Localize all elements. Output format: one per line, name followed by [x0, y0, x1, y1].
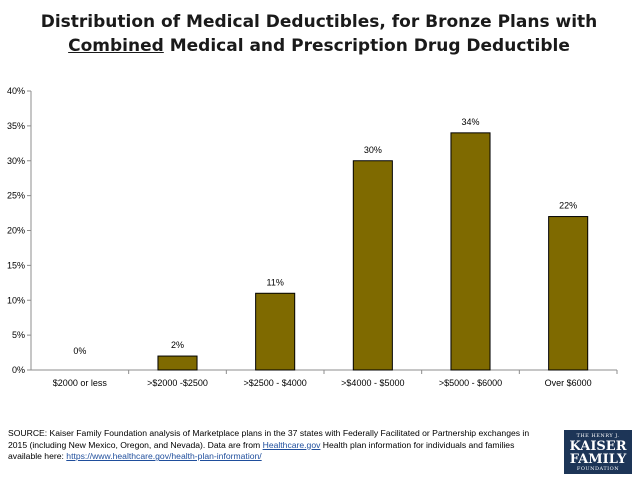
chart-title-underlined-word: Combined	[68, 36, 164, 56]
bar	[450, 132, 491, 371]
y-tick-label: 20%	[7, 226, 25, 236]
health-plan-info-link[interactable]: https://www.healthcare.gov/health-plan-i…	[66, 451, 262, 462]
x-tick-label: >$2500 - $4000	[244, 378, 307, 388]
data-label: 30%	[364, 145, 382, 155]
y-tick-label: 30%	[7, 156, 25, 166]
source-note: SOURCE: Kaiser Family Foundation analysi…	[8, 428, 548, 463]
data-label: 11%	[266, 277, 283, 287]
x-tick-label: >$4000 - $5000	[341, 378, 404, 388]
logo-line2a: KAISER	[569, 439, 627, 454]
logo-line2b: FAMILY	[569, 452, 627, 467]
data-label: 22%	[559, 201, 577, 211]
y-tick-label: 25%	[7, 191, 25, 201]
bar	[548, 216, 589, 371]
x-tick-label: $2000 or less	[53, 378, 108, 388]
source-text-1: SOURCE: Kaiser Family Foundation analysi…	[8, 428, 530, 450]
bar	[157, 355, 198, 371]
y-tick-label: 5%	[12, 330, 25, 340]
chart-title-line2-rest: Medical and Prescription Drug Deductible	[163, 36, 570, 56]
y-tick-label: 15%	[7, 260, 25, 270]
source-text-2: Health plan information for individuals …	[8, 439, 515, 462]
y-tick-label: 0%	[12, 365, 25, 375]
bar-chart: 0% 5% 10% 15% 20% 25% 30% 35% 40% 0% $2000 or less…	[7, 86, 618, 388]
x-tick-label: >$2000 -$2500	[147, 378, 208, 388]
x-tick-label: >$5000 - $6000	[439, 378, 502, 388]
logo-line3: FOUNDATION	[576, 466, 620, 472]
data-label: 2%	[171, 340, 184, 350]
logo-line1: THE HENRY J.	[576, 433, 620, 439]
x-tick-label: Over $6000	[545, 378, 592, 388]
y-tick-label: 10%	[7, 295, 25, 305]
data-label: 34%	[461, 117, 479, 127]
kff-logo: THE HENRY J. KAISER FAMILY FOUNDATION	[564, 430, 632, 474]
bar	[352, 160, 393, 371]
y-tick-label: 35%	[7, 121, 25, 131]
bar	[255, 292, 296, 371]
data-label: 0%	[73, 346, 86, 356]
chart-title: Distribution of Medical Deductibles, for…	[0, 10, 638, 58]
chart-title-line1: Distribution of Medical Deductibles, for…	[40, 12, 598, 32]
y-tick-label: 40%	[7, 86, 25, 96]
chart-title-line2: Combined Medical and Prescription Drug D…	[0, 34, 638, 58]
healthcare-gov-link[interactable]: Healthcare.gov	[262, 439, 321, 450]
